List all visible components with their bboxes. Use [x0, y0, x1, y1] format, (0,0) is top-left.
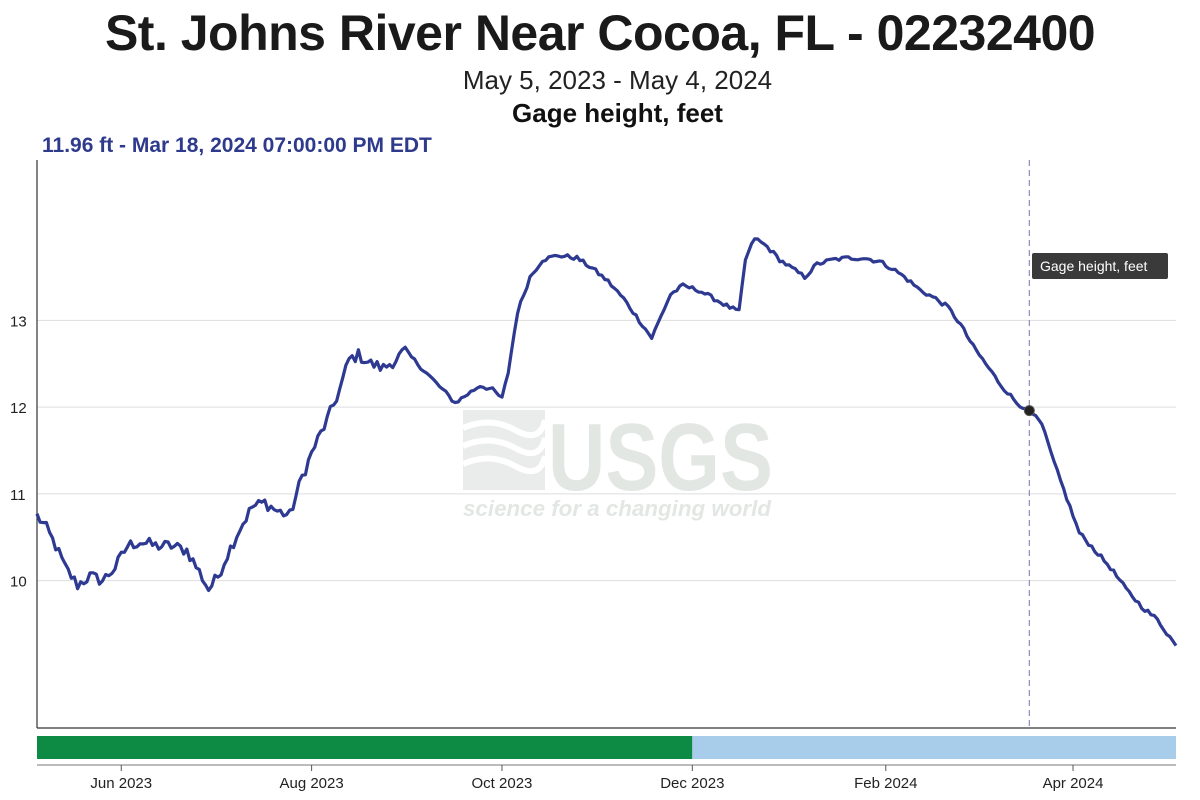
- watermark-text: USGS: [548, 404, 773, 511]
- cursor-point[interactable]: [1023, 405, 1035, 417]
- y-tick-label-13: 13: [10, 313, 27, 330]
- gridlines: [37, 319, 1176, 582]
- tooltip-background: [1032, 253, 1168, 279]
- usgs-wave-logo-icon: [461, 410, 548, 490]
- y-axis-tick-labels: 10 11 12 13: [10, 313, 27, 590]
- series-tooltip: Gage height, feet: [1032, 253, 1168, 279]
- chart-title: St. Johns River Near Cocoa, FL - 0223240…: [104, 5, 1096, 61]
- approval-status-bar: [37, 736, 1176, 759]
- status-segment-approved: [37, 736, 693, 759]
- status-segment-provisional: [692, 736, 1176, 759]
- usgs-watermark: USGS science for a changing world: [461, 404, 773, 521]
- date-range: May 5, 2023 - May 4, 2024: [462, 65, 773, 95]
- y-tick-label-12: 12: [10, 400, 27, 417]
- x-axis-tick-labels: Jun 2023 Aug 2023 Oct 2023 Dec 2023 Feb 2024…: [90, 775, 1103, 792]
- x-tick-label: Apr 2024: [1043, 775, 1104, 792]
- x-tick-label: Jun 2023: [90, 775, 152, 792]
- axes: [36, 160, 1176, 771]
- cursor-readout: 11.96 ft - Mar 18, 2024 07:00:00 PM EDT: [42, 134, 432, 157]
- y-tick-label-11: 11: [10, 487, 26, 504]
- x-tick-label: Aug 2023: [279, 775, 343, 792]
- tooltip-label: Gage height, feet: [1040, 258, 1148, 274]
- x-tick-label: Feb 2024: [854, 775, 917, 792]
- x-tick-label: Dec 2023: [660, 775, 724, 792]
- x-tick-label: Oct 2023: [472, 775, 533, 792]
- gage-height-series-line: [35, 237, 1178, 647]
- y-tick-label-10: 10: [10, 574, 27, 591]
- parameter-label: Gage height, feet: [512, 98, 723, 128]
- watermark-tagline: science for a changing world: [463, 496, 772, 521]
